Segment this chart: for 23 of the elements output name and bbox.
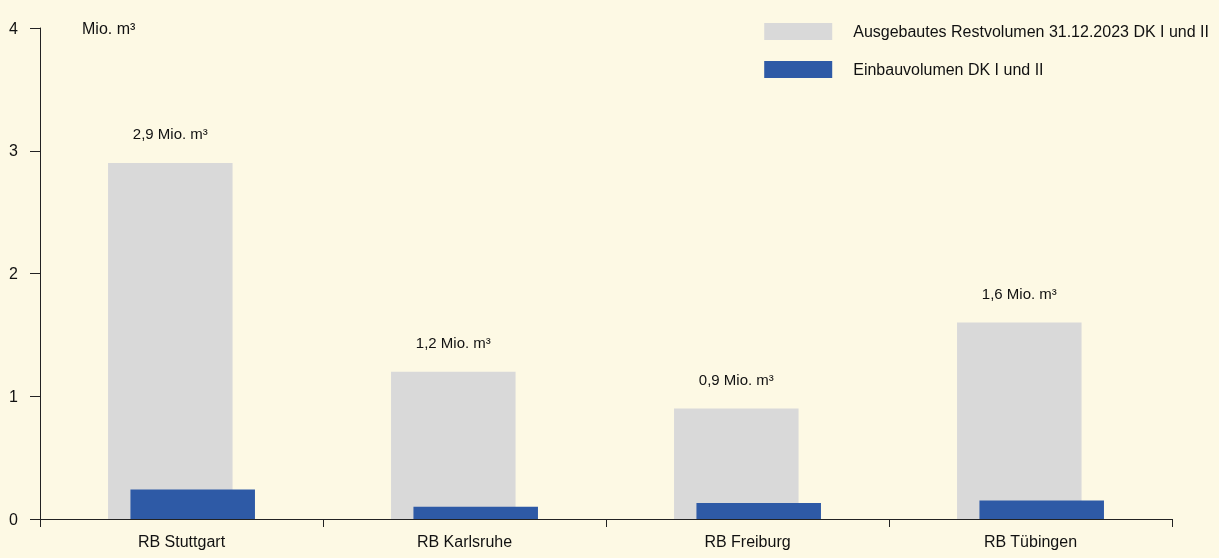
legend-label: Ausgebautes Restvolumen 31.12.2023 DK I und II bbox=[853, 23, 1210, 40]
y-tick-label: 2 bbox=[9, 265, 19, 282]
bar bbox=[391, 371, 516, 519]
data-label: 1,6 Mio. m³ bbox=[981, 284, 1057, 302]
y-tick-label: 1 bbox=[9, 387, 19, 405]
bar bbox=[957, 322, 1082, 519]
bar bbox=[696, 503, 821, 519]
x-tick-label: RB Freiburg bbox=[704, 532, 791, 550]
legend-label: Einbauvolumen DK I und II bbox=[853, 61, 1044, 78]
bar bbox=[130, 489, 255, 519]
x-tick-label: RB Tübingen bbox=[983, 532, 1078, 550]
x-tick-label: RB Karlsruhe bbox=[416, 532, 513, 550]
data-label: 2,9 Mio. m³ bbox=[132, 125, 208, 143]
y-tick-label: 0 bbox=[9, 510, 19, 528]
bar bbox=[413, 506, 538, 519]
bar bbox=[979, 500, 1104, 519]
y-axis-title: Mio. m³ bbox=[82, 19, 136, 37]
x-tick-label: RB Stuttgart bbox=[137, 532, 226, 550]
y-tick-label: 3 bbox=[9, 142, 19, 160]
y-tick-label: 4 bbox=[9, 19, 19, 37]
data-label: 0,9 Mio. m³ bbox=[698, 370, 774, 388]
bar bbox=[108, 163, 233, 519]
data-label: 1,2 Mio. m³ bbox=[415, 333, 491, 351]
